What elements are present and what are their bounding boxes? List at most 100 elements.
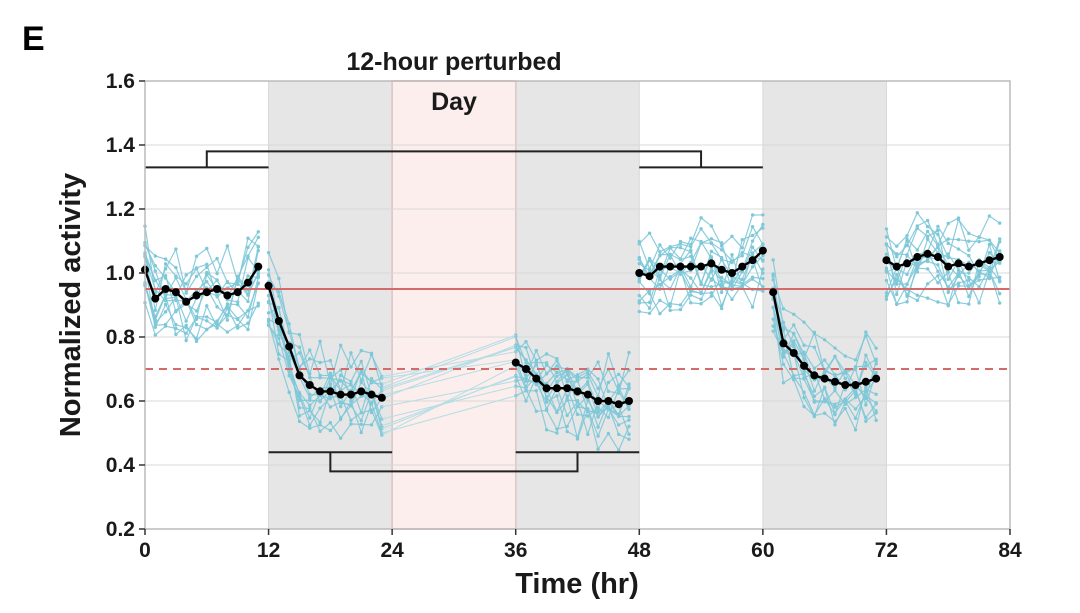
trace-point	[575, 373, 580, 377]
trace-point	[956, 284, 961, 288]
trace-point	[349, 382, 353, 387]
trace-point	[184, 319, 188, 323]
mean-point	[676, 262, 685, 271]
trace-point	[544, 400, 549, 404]
trace-point	[616, 448, 621, 453]
trace-point	[153, 333, 157, 337]
trace-point	[637, 299, 641, 303]
trace-point	[864, 385, 868, 389]
trace-point	[740, 254, 744, 258]
x-axis-title: Time (hr)	[515, 568, 639, 600]
trace-point	[153, 264, 157, 268]
reference-lines	[145, 288, 1010, 370]
trace-point	[586, 376, 590, 380]
trace-line	[268, 318, 383, 429]
trace-point	[647, 268, 652, 273]
trace-point	[637, 309, 641, 314]
trace-point	[338, 400, 343, 404]
trace-point	[967, 302, 971, 306]
trace-3-segment-0	[143, 235, 260, 302]
mean-point	[213, 285, 222, 293]
trace-point	[915, 211, 920, 215]
trace-point	[853, 358, 858, 362]
trace-point	[225, 304, 230, 309]
trace-point	[277, 305, 281, 310]
trace-point	[936, 224, 940, 229]
mean-point	[985, 256, 994, 265]
trace-point	[235, 326, 240, 330]
trace-point	[544, 363, 549, 367]
trace-point	[359, 359, 363, 364]
mean-point	[800, 361, 809, 370]
trace-point	[256, 301, 260, 305]
trace-point	[163, 262, 168, 266]
mean-point	[903, 259, 912, 268]
trace-point	[761, 267, 765, 271]
trace-point	[297, 332, 302, 337]
trace-point	[915, 248, 920, 252]
mean-point	[841, 381, 850, 389]
trace-point	[318, 360, 322, 365]
trace-point	[359, 348, 363, 353]
trace-13-perturbed-link	[381, 374, 516, 430]
trace-point	[936, 269, 940, 274]
trace-point	[215, 295, 219, 299]
trace-point	[287, 363, 291, 367]
trace-point	[884, 297, 889, 302]
trace-point	[719, 241, 724, 245]
trace-point	[987, 265, 992, 270]
trace-point	[184, 290, 188, 295]
trace-point	[853, 428, 858, 432]
trace-point	[308, 426, 312, 430]
trace-point	[555, 410, 559, 415]
mean-point	[975, 259, 984, 268]
trace-point	[822, 358, 827, 362]
trace-point	[977, 285, 981, 289]
trace-point	[781, 307, 786, 311]
trace-point	[524, 399, 528, 403]
trace-point	[658, 282, 662, 287]
trace-line	[515, 336, 630, 394]
trace-point	[895, 302, 899, 306]
trace-point	[225, 330, 230, 334]
mean-point	[161, 285, 170, 293]
trace-point	[266, 293, 271, 298]
trace-point	[163, 302, 168, 307]
trace-point	[637, 239, 641, 244]
trace-point	[678, 239, 683, 244]
trace-point	[194, 322, 199, 327]
trace-point	[977, 239, 981, 244]
dark-period-2	[762, 81, 887, 529]
y-tick-label: 0.8	[106, 326, 136, 349]
trace-point	[699, 301, 703, 306]
x-tick-label: 48	[628, 539, 652, 562]
trace-point	[864, 419, 868, 423]
trace-point	[647, 306, 652, 310]
trace-point	[874, 411, 878, 415]
trace-point	[277, 352, 281, 356]
trace-point	[699, 227, 703, 231]
trace-point	[359, 394, 363, 398]
trace-point	[586, 414, 590, 418]
trace-8-segment-2	[514, 389, 631, 453]
trace-line	[886, 211, 1001, 260]
trace-point	[328, 382, 333, 386]
trace-point	[205, 327, 209, 332]
trace-point	[534, 409, 539, 413]
trace-point	[308, 375, 312, 379]
trace-point	[266, 299, 271, 304]
trace-point	[678, 303, 683, 307]
trace-point	[586, 398, 590, 403]
trace-point	[524, 379, 528, 383]
mean-point	[316, 387, 325, 396]
trace-point	[544, 397, 549, 401]
trace-9-segment-4	[771, 317, 878, 432]
trace-point	[205, 262, 209, 267]
trace-point	[750, 224, 755, 229]
trace-point	[647, 257, 652, 262]
mean-point	[727, 269, 736, 277]
trace-point	[225, 313, 230, 317]
trace-point	[812, 389, 817, 393]
trace-point	[616, 389, 621, 393]
trace-point	[689, 242, 693, 247]
